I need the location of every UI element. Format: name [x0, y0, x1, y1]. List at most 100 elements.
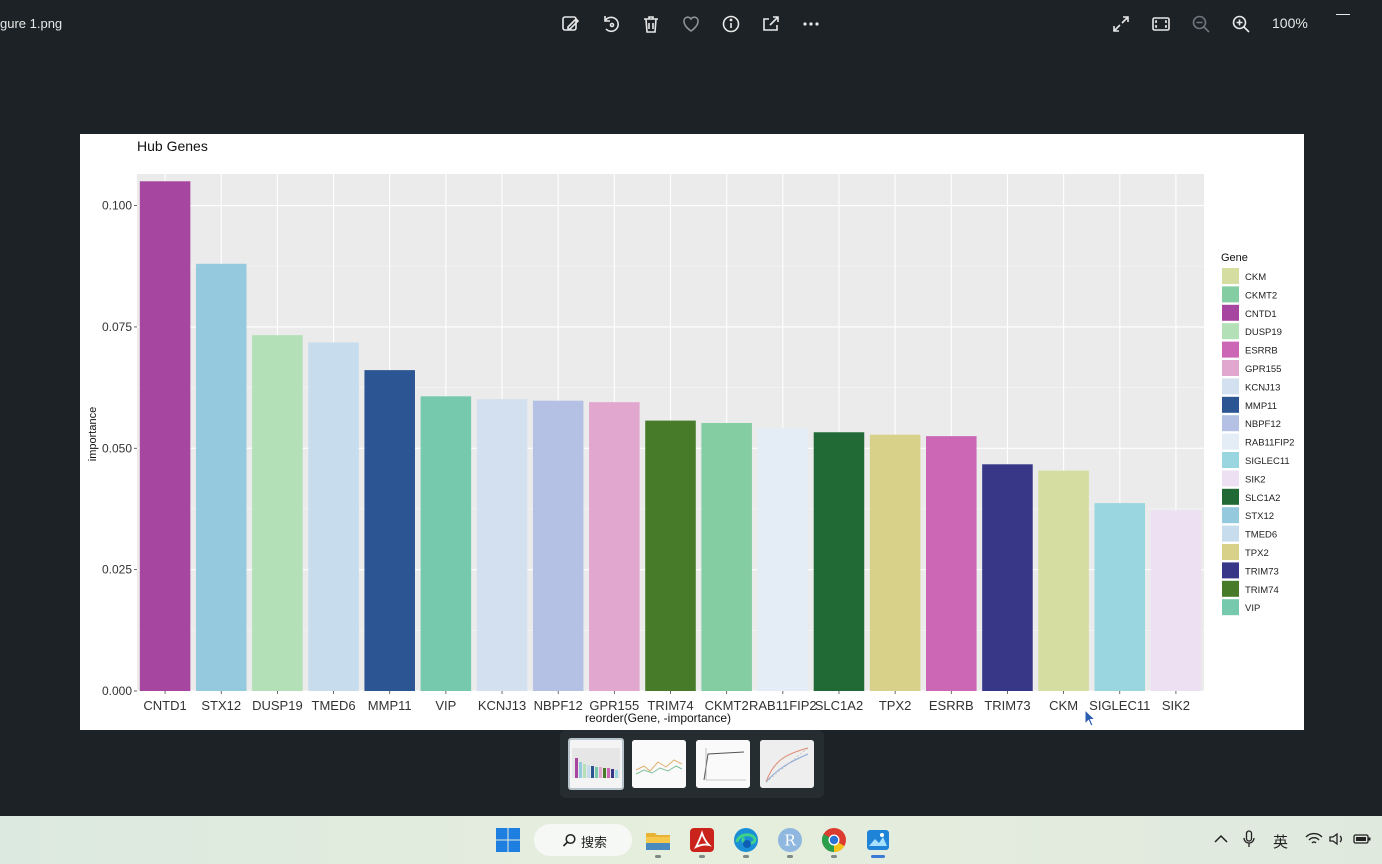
- x-tick-label: TRIM73: [984, 698, 1030, 713]
- bar-nbpf12: [532, 400, 584, 691]
- legend-key-nbpf12: [1222, 415, 1239, 432]
- thumbnail-4[interactable]: [760, 740, 814, 788]
- filmstrip: [560, 730, 824, 798]
- legend-key-ckmt2: [1222, 286, 1239, 303]
- legend-label: TMED6: [1245, 530, 1277, 541]
- legend-label: ESRRB: [1245, 346, 1278, 357]
- legend-key-dusp19: [1222, 323, 1239, 340]
- wifi-icon[interactable]: [1305, 832, 1323, 846]
- legend-label: CKM: [1245, 272, 1266, 283]
- file-explorer-icon[interactable]: [644, 826, 672, 854]
- legend-label: DUSP19: [1245, 327, 1282, 338]
- thumbnail-1[interactable]: [568, 738, 624, 790]
- x-tick-label: TPX2: [879, 698, 912, 713]
- y-tick-label: 0.075: [102, 320, 132, 334]
- x-tick-label: CKM: [1049, 698, 1078, 713]
- acrobat-icon[interactable]: [688, 826, 716, 854]
- photos-app-indicator: [871, 855, 885, 858]
- bar-siglec11: [1094, 503, 1146, 691]
- chevron-up-icon[interactable]: [1213, 833, 1229, 845]
- photos-app-icon[interactable]: [864, 826, 892, 854]
- zoom-in-icon[interactable]: [1229, 12, 1253, 36]
- svg-text:R: R: [784, 832, 796, 850]
- microphone-icon[interactable]: [1242, 830, 1256, 848]
- bar-mmp11: [364, 370, 415, 691]
- start-button-icon[interactable]: [494, 826, 522, 854]
- chart-title: Hub Genes: [137, 138, 208, 154]
- ime-indicator[interactable]: 英: [1273, 834, 1289, 851]
- battery-icon[interactable]: [1352, 832, 1372, 846]
- file-name: gure 1.png: [0, 16, 63, 31]
- fit-window-icon[interactable]: [1149, 12, 1173, 36]
- bar-gpr155: [589, 402, 640, 691]
- legend-label: TPX2: [1245, 548, 1269, 559]
- x-tick-label: SLC1A2: [815, 698, 863, 713]
- legend-label: GPR155: [1245, 364, 1281, 375]
- legend-label: SIGLEC11: [1245, 456, 1290, 467]
- taskbar-search[interactable]: 搜索: [534, 824, 632, 856]
- minimize-button[interactable]: [1336, 14, 1350, 15]
- legend-key-slc1a2: [1222, 488, 1239, 505]
- y-tick-label: 0.000: [102, 684, 132, 698]
- x-tick-label: TMED6: [312, 698, 356, 713]
- search-label: 搜索: [581, 835, 608, 850]
- favorite-icon[interactable]: [679, 12, 703, 36]
- zoom-out-icon[interactable]: [1189, 12, 1213, 36]
- edit-image-icon[interactable]: [559, 12, 583, 36]
- mouse-cursor-icon: [1084, 709, 1097, 727]
- chrome-indicator: [831, 855, 837, 858]
- legend-label: STX12: [1245, 511, 1274, 522]
- volume-icon[interactable]: [1328, 832, 1346, 846]
- bar-trim74: [645, 420, 696, 691]
- bar-sik2: [1150, 510, 1202, 691]
- legend-key-stx12: [1222, 507, 1239, 524]
- r-app-icon[interactable]: R: [776, 826, 804, 854]
- x-tick-label: NBPF12: [534, 698, 583, 713]
- image-canvas: Hub Genes importance reorder(Gene, -impo…: [80, 134, 1304, 730]
- legend-key-ckm: [1222, 268, 1239, 284]
- bar-stx12: [195, 263, 247, 691]
- y-axis-label: importance: [87, 407, 99, 461]
- info-icon[interactable]: [719, 12, 743, 36]
- legend-label: VIP: [1245, 603, 1260, 614]
- legend-label: MMP11: [1245, 401, 1277, 412]
- legend-key-mmp11: [1222, 396, 1239, 413]
- share-icon[interactable]: [759, 12, 783, 36]
- zoom-level[interactable]: 100%: [1272, 15, 1308, 31]
- x-tick-label: MMP11: [368, 698, 412, 713]
- legend-label: TRIM74: [1245, 585, 1279, 596]
- viewer-titlebar: gure 1.png 100%: [0, 0, 1382, 48]
- bar-ckmt2: [701, 423, 752, 691]
- legend-key-tpx2: [1222, 544, 1239, 560]
- y-tick-label: 0.100: [102, 199, 132, 213]
- legend-key-esrrb: [1222, 341, 1239, 358]
- delete-icon[interactable]: [639, 12, 663, 36]
- legend-label: SIK2: [1245, 474, 1266, 485]
- legend-key-cntd1: [1222, 304, 1239, 321]
- x-tick-label: SIK2: [1162, 698, 1190, 713]
- chrome-browser-icon[interactable]: [820, 826, 848, 854]
- y-tick-label: 0.050: [102, 441, 132, 455]
- x-tick-label: CKMT2: [705, 698, 749, 713]
- rotate-icon[interactable]: [599, 12, 623, 36]
- bar-vip: [420, 396, 472, 691]
- file-explorer-indicator: [655, 855, 661, 858]
- bar-cntd1: [139, 181, 191, 692]
- acrobat-indicator: [699, 855, 705, 858]
- more-icon[interactable]: [799, 12, 823, 36]
- thumbnail-3[interactable]: [696, 740, 750, 788]
- bar-slc1a2: [813, 432, 865, 691]
- legend-key-trim73: [1222, 562, 1239, 579]
- legend-key-sik2: [1222, 470, 1239, 487]
- bar-tpx2: [869, 434, 921, 691]
- legend-title: Gene: [1221, 252, 1248, 264]
- legend-label: RAB11FIP2: [1245, 438, 1294, 449]
- edge-browser-icon[interactable]: [732, 826, 760, 854]
- x-tick-label: ESRRB: [929, 698, 974, 713]
- edge-indicator: [743, 855, 749, 858]
- thumbnail-2[interactable]: [632, 740, 686, 788]
- x-tick-label: RAB11FIP2: [749, 698, 817, 713]
- fullscreen-icon[interactable]: [1109, 12, 1133, 36]
- x-tick-label: VIP: [435, 698, 456, 713]
- x-tick-label: TRIM74: [647, 698, 693, 713]
